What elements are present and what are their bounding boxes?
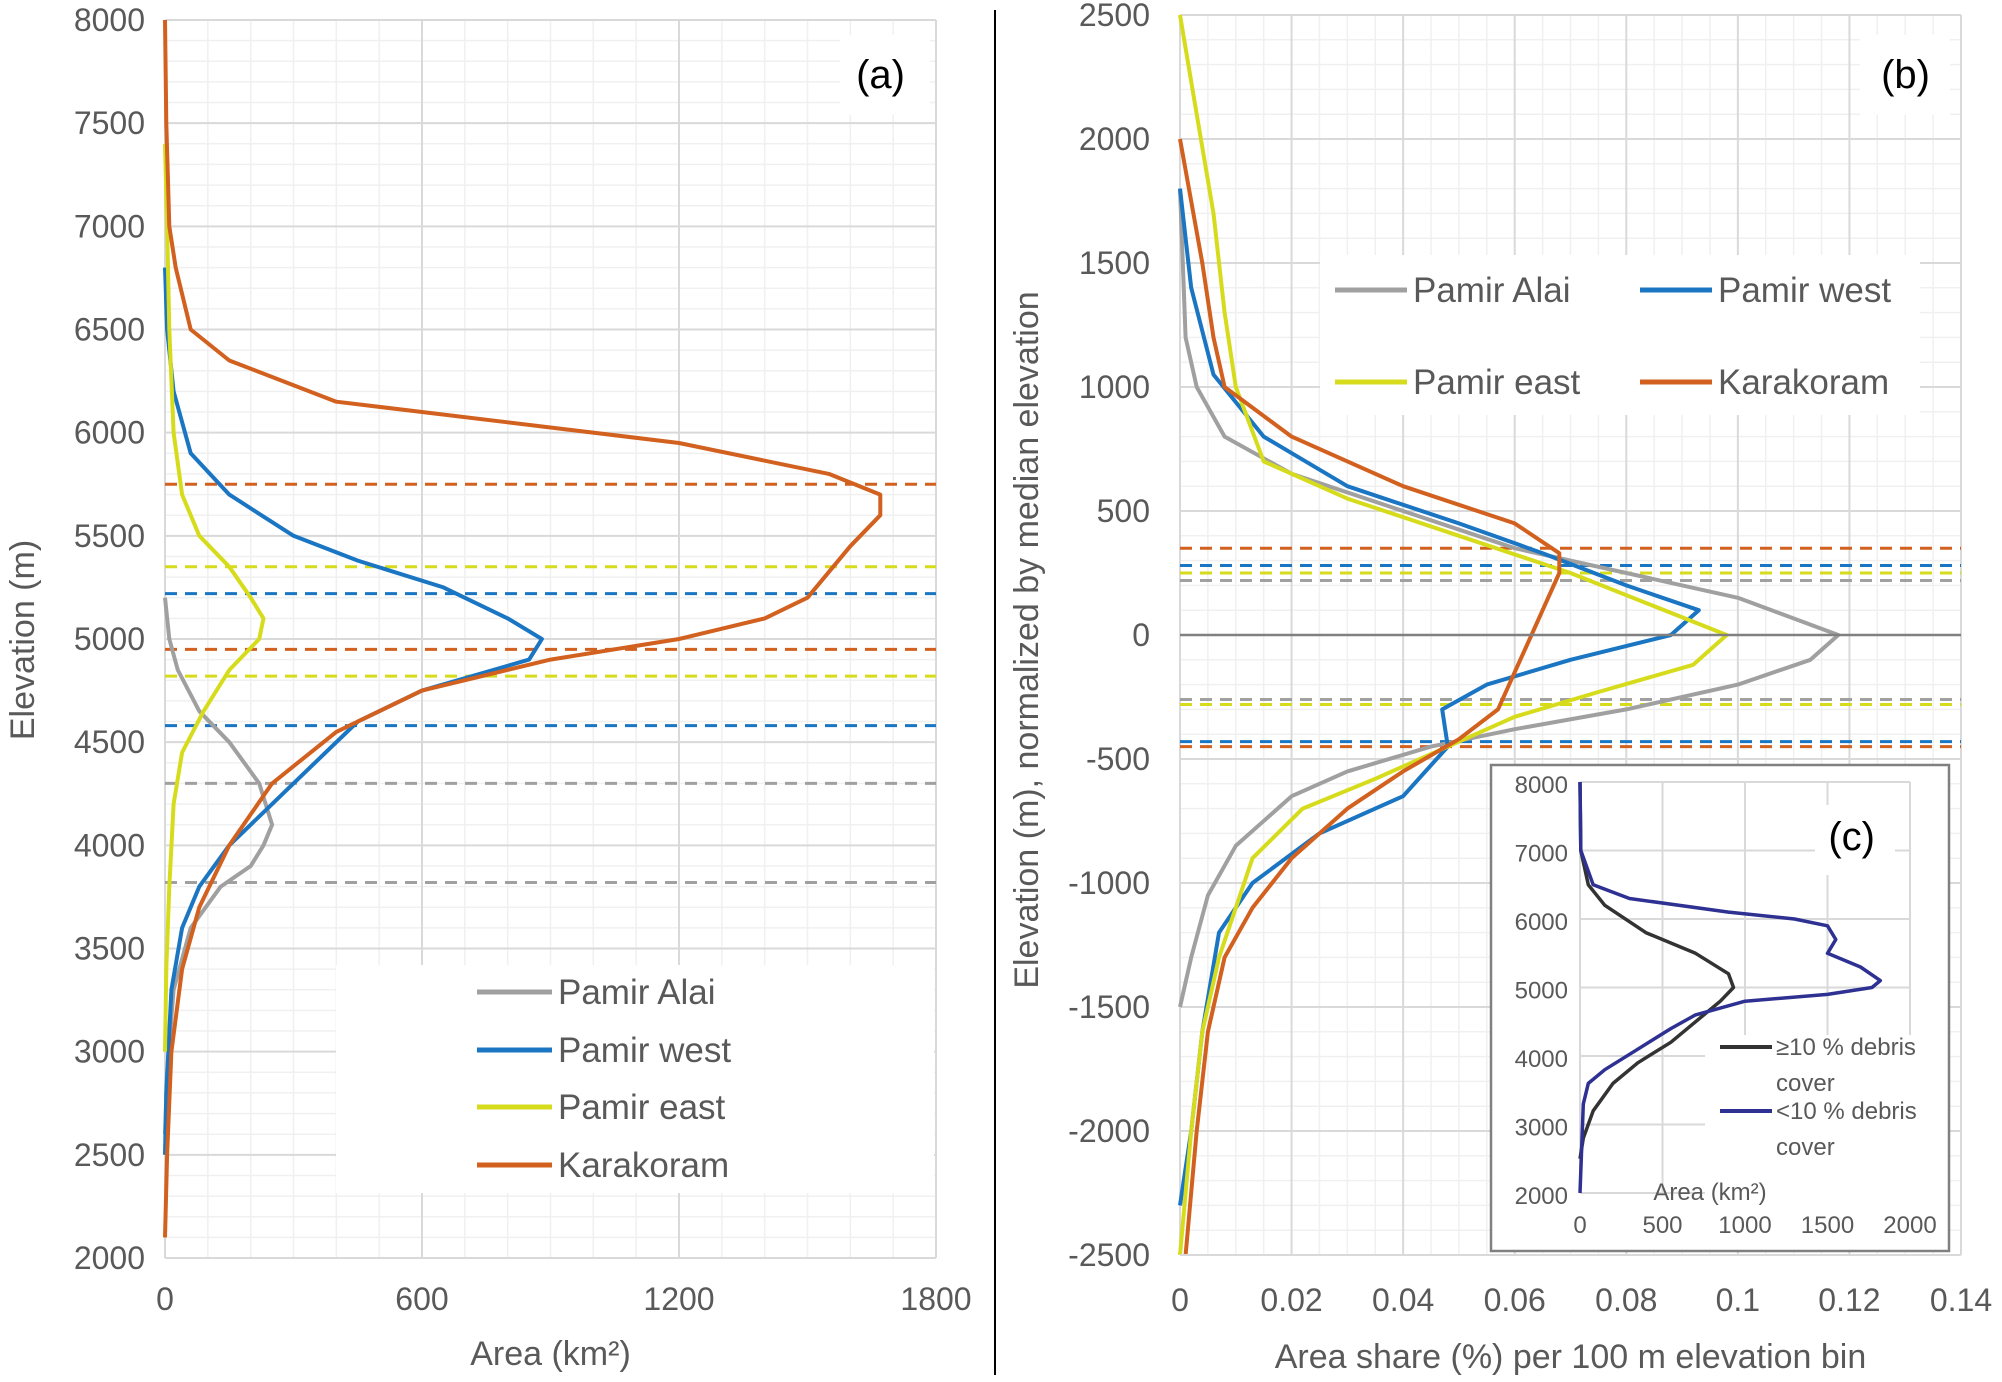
x-tick-label: 2000 — [1883, 1212, 1936, 1239]
panel-label-background — [840, 35, 930, 115]
y-tick-label: -1500 — [1068, 989, 1150, 1025]
y-tick-label: 7000 — [1515, 841, 1568, 868]
x-tick-label: 0.06 — [1484, 1282, 1546, 1318]
y-tick-label: 0 — [1132, 617, 1150, 653]
series-line-pamir-alai — [163, 597, 275, 1135]
legend-label: Karakoram — [558, 1146, 729, 1185]
y-tick-label: 3000 — [1515, 1115, 1568, 1142]
series-line-pamir-alai — [1178, 188, 1841, 1008]
series-line--10-debris-cover — [1578, 781, 1736, 1160]
y-tick-label: -2000 — [1068, 1113, 1150, 1149]
y-tick-label: 3000 — [74, 1034, 145, 1070]
legend-background — [336, 965, 934, 1193]
x-tick-label: 0.12 — [1818, 1282, 1880, 1318]
y-tick-label: 4000 — [1515, 1046, 1568, 1073]
legend-label: Pamir Alai — [1413, 271, 1571, 310]
chart-a-elevation-area: 0 600 1200 1800 2000 2500 3000 3500 4000 4500 5000… — [4, 2, 972, 1373]
series-line--10-debris-cover — [1578, 781, 1883, 1194]
y-tick-label: 5000 — [74, 621, 145, 657]
x-tick-label: 1800 — [900, 1281, 971, 1317]
y-tick-label: 1500 — [1079, 245, 1150, 281]
y-tick-label: 2500 — [74, 1137, 145, 1173]
x-axis-title: Area share (%) per 100 m elevation bin — [1275, 1338, 1867, 1376]
y-tick-label: 1000 — [1079, 369, 1150, 405]
y-tick-label: 6500 — [74, 312, 145, 348]
y-tick-label: -500 — [1086, 741, 1150, 777]
y-tick-label: 6000 — [1515, 909, 1568, 936]
x-tick-label: 1200 — [643, 1281, 714, 1317]
x-tick-label: 1000 — [1718, 1212, 1771, 1239]
legend-label-continued: cover — [1776, 1070, 1835, 1097]
x-tick-label: 0.14 — [1930, 1282, 1992, 1318]
y-tick-label: 7500 — [74, 105, 145, 141]
chart-c-inset-debris: Elevation (m)050010001500200020003000400… — [1489, 763, 1951, 1253]
y-tick-label: 6000 — [74, 415, 145, 451]
x-tick-label: 0 — [1171, 1282, 1189, 1318]
legend-label: Pamir west — [558, 1031, 731, 1070]
series-line-karakoram — [1178, 138, 1562, 1256]
y-axis-title: Elevation (m), normalized by median elev… — [1008, 291, 1046, 988]
y-tick-label: 3500 — [74, 931, 145, 967]
panel-label-background — [1815, 805, 1895, 875]
x-tick-label: 0.04 — [1372, 1282, 1434, 1318]
legend-label: Pamir east — [558, 1088, 726, 1127]
x-axis-title: Area (km²) — [470, 1335, 631, 1373]
series-line-pamir-east — [163, 143, 266, 1052]
y-tick-label: 4500 — [74, 724, 145, 760]
y-tick-label: 5000 — [1515, 978, 1568, 1005]
x-tick-label: 0 — [1573, 1212, 1586, 1239]
series-line-karakoram — [163, 19, 883, 1238]
y-tick-label: 4000 — [74, 827, 145, 863]
x-tick-label: 0.02 — [1260, 1282, 1322, 1318]
y-tick-label: 2000 — [1079, 121, 1150, 157]
legend-label: Pamir Alai — [558, 973, 716, 1012]
y-tick-label: 2500 — [1079, 0, 1150, 33]
y-tick-label: 7000 — [74, 208, 145, 244]
y-tick-label: 500 — [1097, 493, 1150, 529]
panel-label-background — [1860, 35, 1950, 115]
x-axis-title: Area (km²) — [1653, 1179, 1766, 1206]
legend-label: <10 % debris — [1776, 1098, 1917, 1125]
legend-label: Karakoram — [1718, 363, 1889, 402]
legend-label: ≥10 % debris — [1776, 1034, 1916, 1061]
panel-label: (b) — [1881, 53, 1930, 97]
y-tick-label: -1000 — [1068, 865, 1150, 901]
y-tick-label: 8000 — [74, 2, 145, 38]
legend-label-continued: cover — [1776, 1134, 1835, 1161]
y-tick-label: 2000 — [74, 1240, 145, 1276]
series-line-pamir-west — [163, 267, 544, 1155]
x-tick-label: 1500 — [1801, 1212, 1854, 1239]
y-tick-label: -2500 — [1068, 1237, 1150, 1273]
panel-label: (c) — [1828, 815, 1875, 859]
y-tick-label: 2000 — [1515, 1183, 1568, 1210]
legend-label: Pamir west — [1718, 271, 1891, 310]
series-line-pamir-east — [1178, 14, 1729, 1256]
y-axis-title: Elevation (m) — [4, 540, 42, 740]
panel-label: (a) — [856, 53, 905, 97]
x-tick-label: 600 — [395, 1281, 448, 1317]
series-line-pamir-west — [1178, 188, 1701, 1206]
x-tick-label: 0.1 — [1716, 1282, 1760, 1318]
y-tick-label: 5500 — [74, 518, 145, 554]
legend-background — [1705, 1035, 1915, 1210]
x-tick-label: 0.08 — [1595, 1282, 1657, 1318]
y-tick-label: 8000 — [1515, 772, 1568, 799]
legend-label: Pamir east — [1413, 363, 1581, 402]
legend-background — [1320, 255, 1920, 415]
x-tick-label: 500 — [1642, 1212, 1682, 1239]
x-tick-label: 0 — [156, 1281, 174, 1317]
